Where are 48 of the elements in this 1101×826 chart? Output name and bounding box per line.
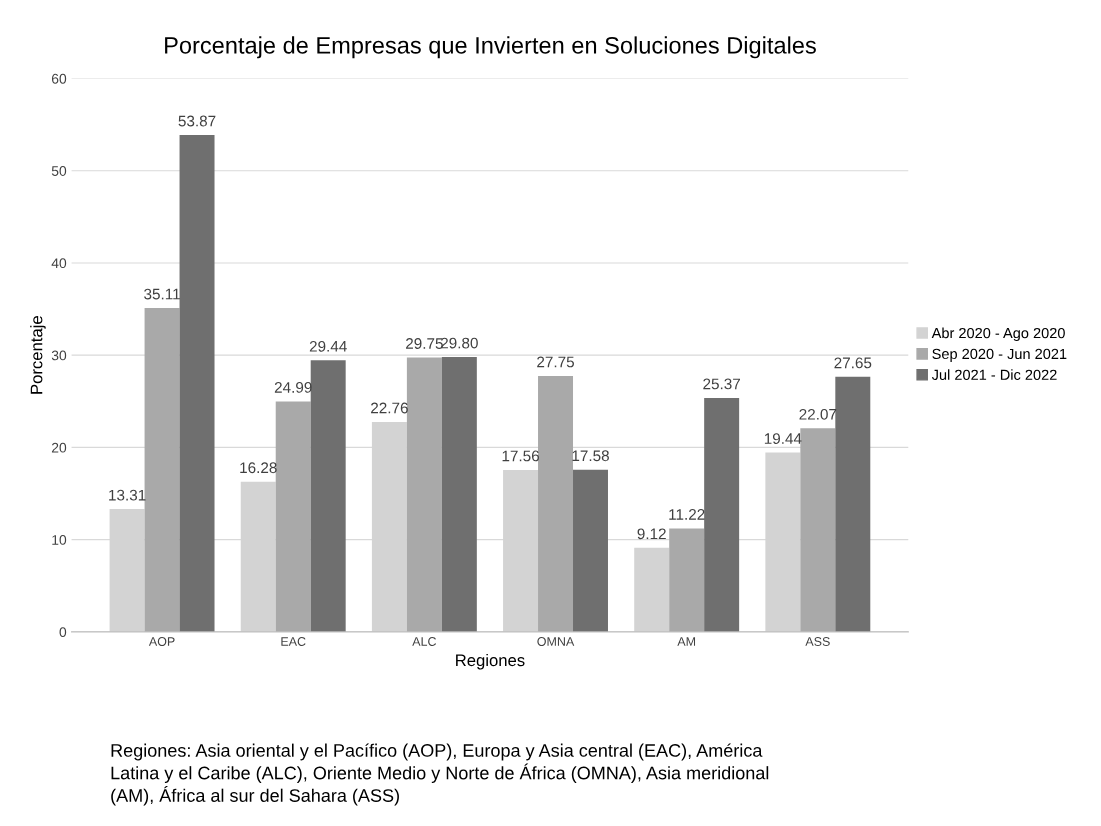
y-tick-label: 10 [52, 534, 67, 545]
legend-label: Sep 2020 - Jun 2021 [932, 348, 1067, 362]
y-tick-label: 20 [51, 442, 67, 453]
x-tick-label: OMNA [537, 637, 575, 646]
y-tick-label: 30 [51, 350, 67, 361]
bar [538, 375, 574, 632]
data-label: 29.44 [309, 340, 347, 352]
x-axis-title: Regiones [456, 653, 525, 670]
y-tick-label: 50 [51, 166, 67, 176]
bar [800, 428, 836, 632]
bar [310, 360, 346, 632]
data-label: 27.65 [834, 357, 872, 369]
y-tick-label: 60 [51, 73, 67, 84]
data-label: 25.37 [703, 378, 740, 390]
y-tick-label: 40 [51, 258, 67, 269]
legend-label: Jul 2021 - Dic 2022 [931, 369, 1057, 380]
data-label: 53.87 [178, 115, 216, 127]
bar [669, 528, 705, 632]
x-tick-label: AM [677, 637, 696, 646]
x-tick-label: ALC [412, 637, 437, 646]
bar [441, 357, 477, 632]
x-tick-label: EAC [281, 637, 306, 646]
bar [275, 401, 311, 632]
data-label: 9.12 [637, 528, 666, 540]
legend-label: Abr 2020 - Ago 2020 [931, 327, 1065, 342]
data-label: 35.11 [144, 288, 180, 300]
text: Regiones: Asia oriental y el Pacífico (AOP), Europa y Asia central (EAC), América Latina y el Caribe (ALC), Oriente Medio y Norte de África (OMNA), Asia meridional (AM), África al sur del Sahara (ASS) [111, 743, 769, 806]
chart-title: Porcentaje de Empresas que Invierten en Soluciones Digitales [165, 36, 816, 59]
data-label: 17.58 [572, 450, 609, 462]
bar [704, 397, 740, 632]
x-tick-label: AOP [148, 637, 175, 646]
x-tick-label: ASS [805, 637, 830, 646]
data-label: 29.75 [406, 338, 443, 349]
bar [144, 308, 180, 632]
data-label: 13.31 [109, 489, 146, 501]
bar [573, 469, 608, 632]
y-tick-label: 0 [59, 627, 67, 638]
data-label: 22.76 [371, 402, 408, 414]
data-label: 19.44 [764, 433, 802, 445]
bar [406, 357, 442, 632]
bar [835, 376, 871, 632]
bar [634, 547, 670, 632]
data-label: 17.56 [502, 450, 539, 462]
y-axis-title: Porcentaje [30, 316, 46, 394]
bar [179, 135, 215, 632]
data-label: 27.75 [537, 356, 574, 368]
data-label: 29.80 [441, 337, 478, 349]
data-label: 16.28 [240, 462, 277, 474]
